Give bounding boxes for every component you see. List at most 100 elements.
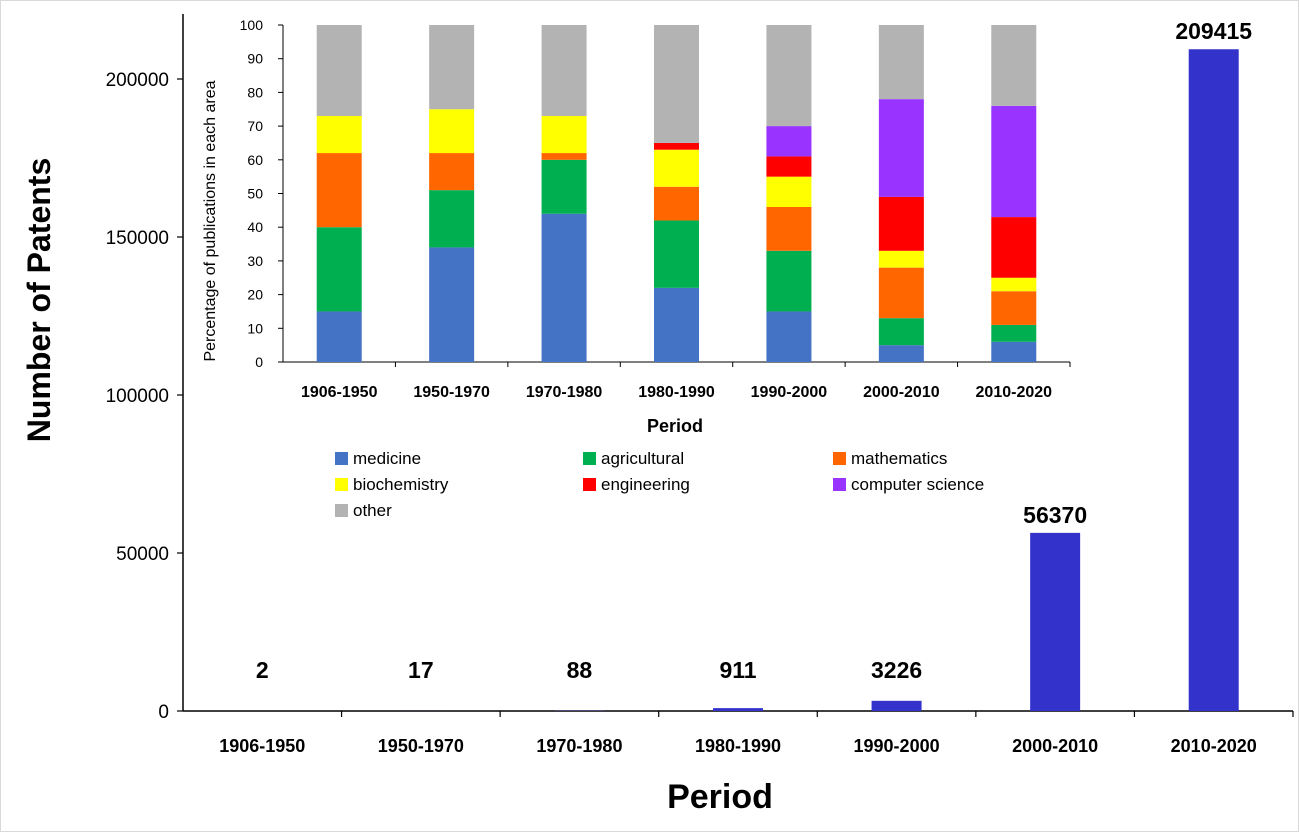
inset-stack-segment — [654, 25, 699, 143]
main-x-tick-label: 1980-1990 — [695, 736, 781, 756]
main-bar-chart: Number of Patents Period 0 50000 100000 150… — [21, 14, 1294, 816]
legend-swatch — [583, 478, 596, 491]
inset-stack-segment — [541, 153, 587, 160]
inset-x-tick-label: 1950-1970 — [413, 384, 490, 401]
inset-stack-segment — [316, 115, 362, 154]
main-data-label: 209415 — [1175, 18, 1252, 44]
inset-y-tick-label: 30 — [247, 253, 263, 269]
inset-stack-segment — [541, 115, 587, 154]
inset-stack-segment — [878, 267, 924, 319]
main-y-tick-label: 0 — [158, 702, 169, 723]
inset-stack-segment — [654, 142, 699, 150]
inset-x-tick-label: 2010-2020 — [976, 384, 1053, 401]
inset-x-tick-label: 1970-1980 — [526, 384, 603, 401]
legend-label: agricultural — [601, 449, 684, 468]
inset-stack-segment — [541, 159, 587, 214]
inset-y-tick-label: 70 — [247, 118, 263, 134]
main-x-tick-label: 1950-1970 — [378, 736, 464, 756]
inset-stack-segment — [878, 99, 924, 197]
legend-label: medicine — [353, 449, 421, 468]
inset-y-tick-label: 20 — [247, 287, 263, 303]
inset-x-tick-label: 1980-1990 — [638, 384, 715, 401]
legend-label: engineering — [601, 475, 690, 494]
main-data-label: 911 — [719, 657, 756, 683]
inset-stack-segment — [878, 318, 924, 346]
inset-stack-segment — [541, 25, 587, 116]
inset-stack-segment — [991, 25, 1037, 106]
legend-label: mathematics — [851, 449, 947, 468]
inset-stack-segment — [429, 190, 475, 248]
inset-stack-segment — [766, 206, 812, 251]
main-x-axis-label: Period — [667, 778, 773, 816]
inset-y-tick-label: 0 — [255, 354, 263, 370]
main-x-tick-label: 2000-2010 — [1012, 736, 1098, 756]
inset-y-tick-label: 60 — [247, 152, 263, 168]
main-y-tick-label: 50000 — [116, 544, 169, 565]
inset-stack-segment — [316, 25, 362, 116]
main-bar — [871, 700, 922, 711]
inset-y-tick-label: 100 — [240, 17, 264, 33]
inset-stack-segment — [429, 109, 475, 154]
inset-stack-segment — [991, 341, 1037, 362]
inset-stack-segment — [429, 25, 475, 110]
inset-y-tick-label: 80 — [247, 84, 263, 100]
inset-stack-segment — [991, 277, 1037, 292]
inset-stack-segment — [878, 345, 924, 362]
main-data-label: 3226 — [871, 657, 922, 683]
legend-swatch — [335, 478, 348, 491]
inset-x-tick-label: 1990-2000 — [751, 384, 828, 401]
legend-swatch — [335, 504, 348, 517]
main-x-tick-label: 1906-1950 — [219, 736, 305, 756]
legend-label: biochemistry — [353, 475, 449, 494]
inset-stack-segment — [654, 220, 699, 288]
main-y-axis-label: Number of Patents — [21, 158, 57, 442]
legend-swatch — [833, 452, 846, 465]
inset-x-tick-label: 2000-2010 — [863, 384, 940, 401]
main-data-label: 2 — [256, 657, 269, 683]
inset-stack-segment — [316, 311, 362, 362]
main-data-label: 17 — [408, 657, 434, 683]
main-bar — [1188, 49, 1239, 712]
inset-stack-segment — [766, 250, 812, 312]
main-data-label: 56370 — [1023, 502, 1087, 528]
inset-y-tick-label: 90 — [247, 51, 263, 67]
inset-stack-segment — [654, 149, 699, 187]
inset-stack-segment — [878, 196, 924, 251]
main-y-tick-label: 150000 — [106, 228, 169, 249]
main-x-tick-label: 1990-2000 — [854, 736, 940, 756]
inset-stack-segment — [991, 324, 1037, 342]
main-bar — [713, 708, 763, 711]
main-data-label: 88 — [567, 657, 593, 683]
main-x-tick-label: 2010-2020 — [1171, 736, 1257, 756]
inset-y-tick-label: 50 — [247, 186, 263, 202]
legend-swatch — [583, 452, 596, 465]
inset-y-axis-label: Percentage of publications in each area — [202, 80, 219, 361]
inset-stack-segment — [654, 186, 699, 221]
inset-stack-segment — [766, 156, 812, 177]
inset-stack-segment — [316, 153, 362, 228]
main-y-tick-label: 100000 — [106, 386, 169, 407]
inset-stack-segment — [766, 126, 812, 157]
legend-label: other — [353, 501, 392, 520]
inset-x-axis-label: Period — [647, 416, 703, 436]
main-y-tick-label: 200000 — [106, 70, 169, 91]
main-x-tick-label: 1970-1980 — [536, 736, 622, 756]
inset-stack-segment — [429, 153, 475, 191]
inset-stack-segment — [766, 311, 812, 362]
inset-stack-segment — [878, 25, 924, 100]
legend-swatch — [335, 452, 348, 465]
inset-stack-segment — [766, 176, 812, 207]
main-bar — [1030, 532, 1081, 711]
inset-stack-segment — [991, 105, 1037, 218]
inset-y-tick-label: 10 — [247, 320, 263, 336]
inset-stack-segment — [766, 25, 812, 127]
inset-stack-segment — [316, 227, 362, 312]
inset-stacked-bar-chart: Percentage of publications in each area … — [202, 17, 1071, 520]
legend-swatch — [833, 478, 846, 491]
inset-stack-segment — [878, 250, 924, 268]
legend-label: computer science — [851, 475, 984, 494]
inset-stack-segment — [991, 291, 1037, 325]
inset-y-tick-label: 40 — [247, 219, 263, 235]
